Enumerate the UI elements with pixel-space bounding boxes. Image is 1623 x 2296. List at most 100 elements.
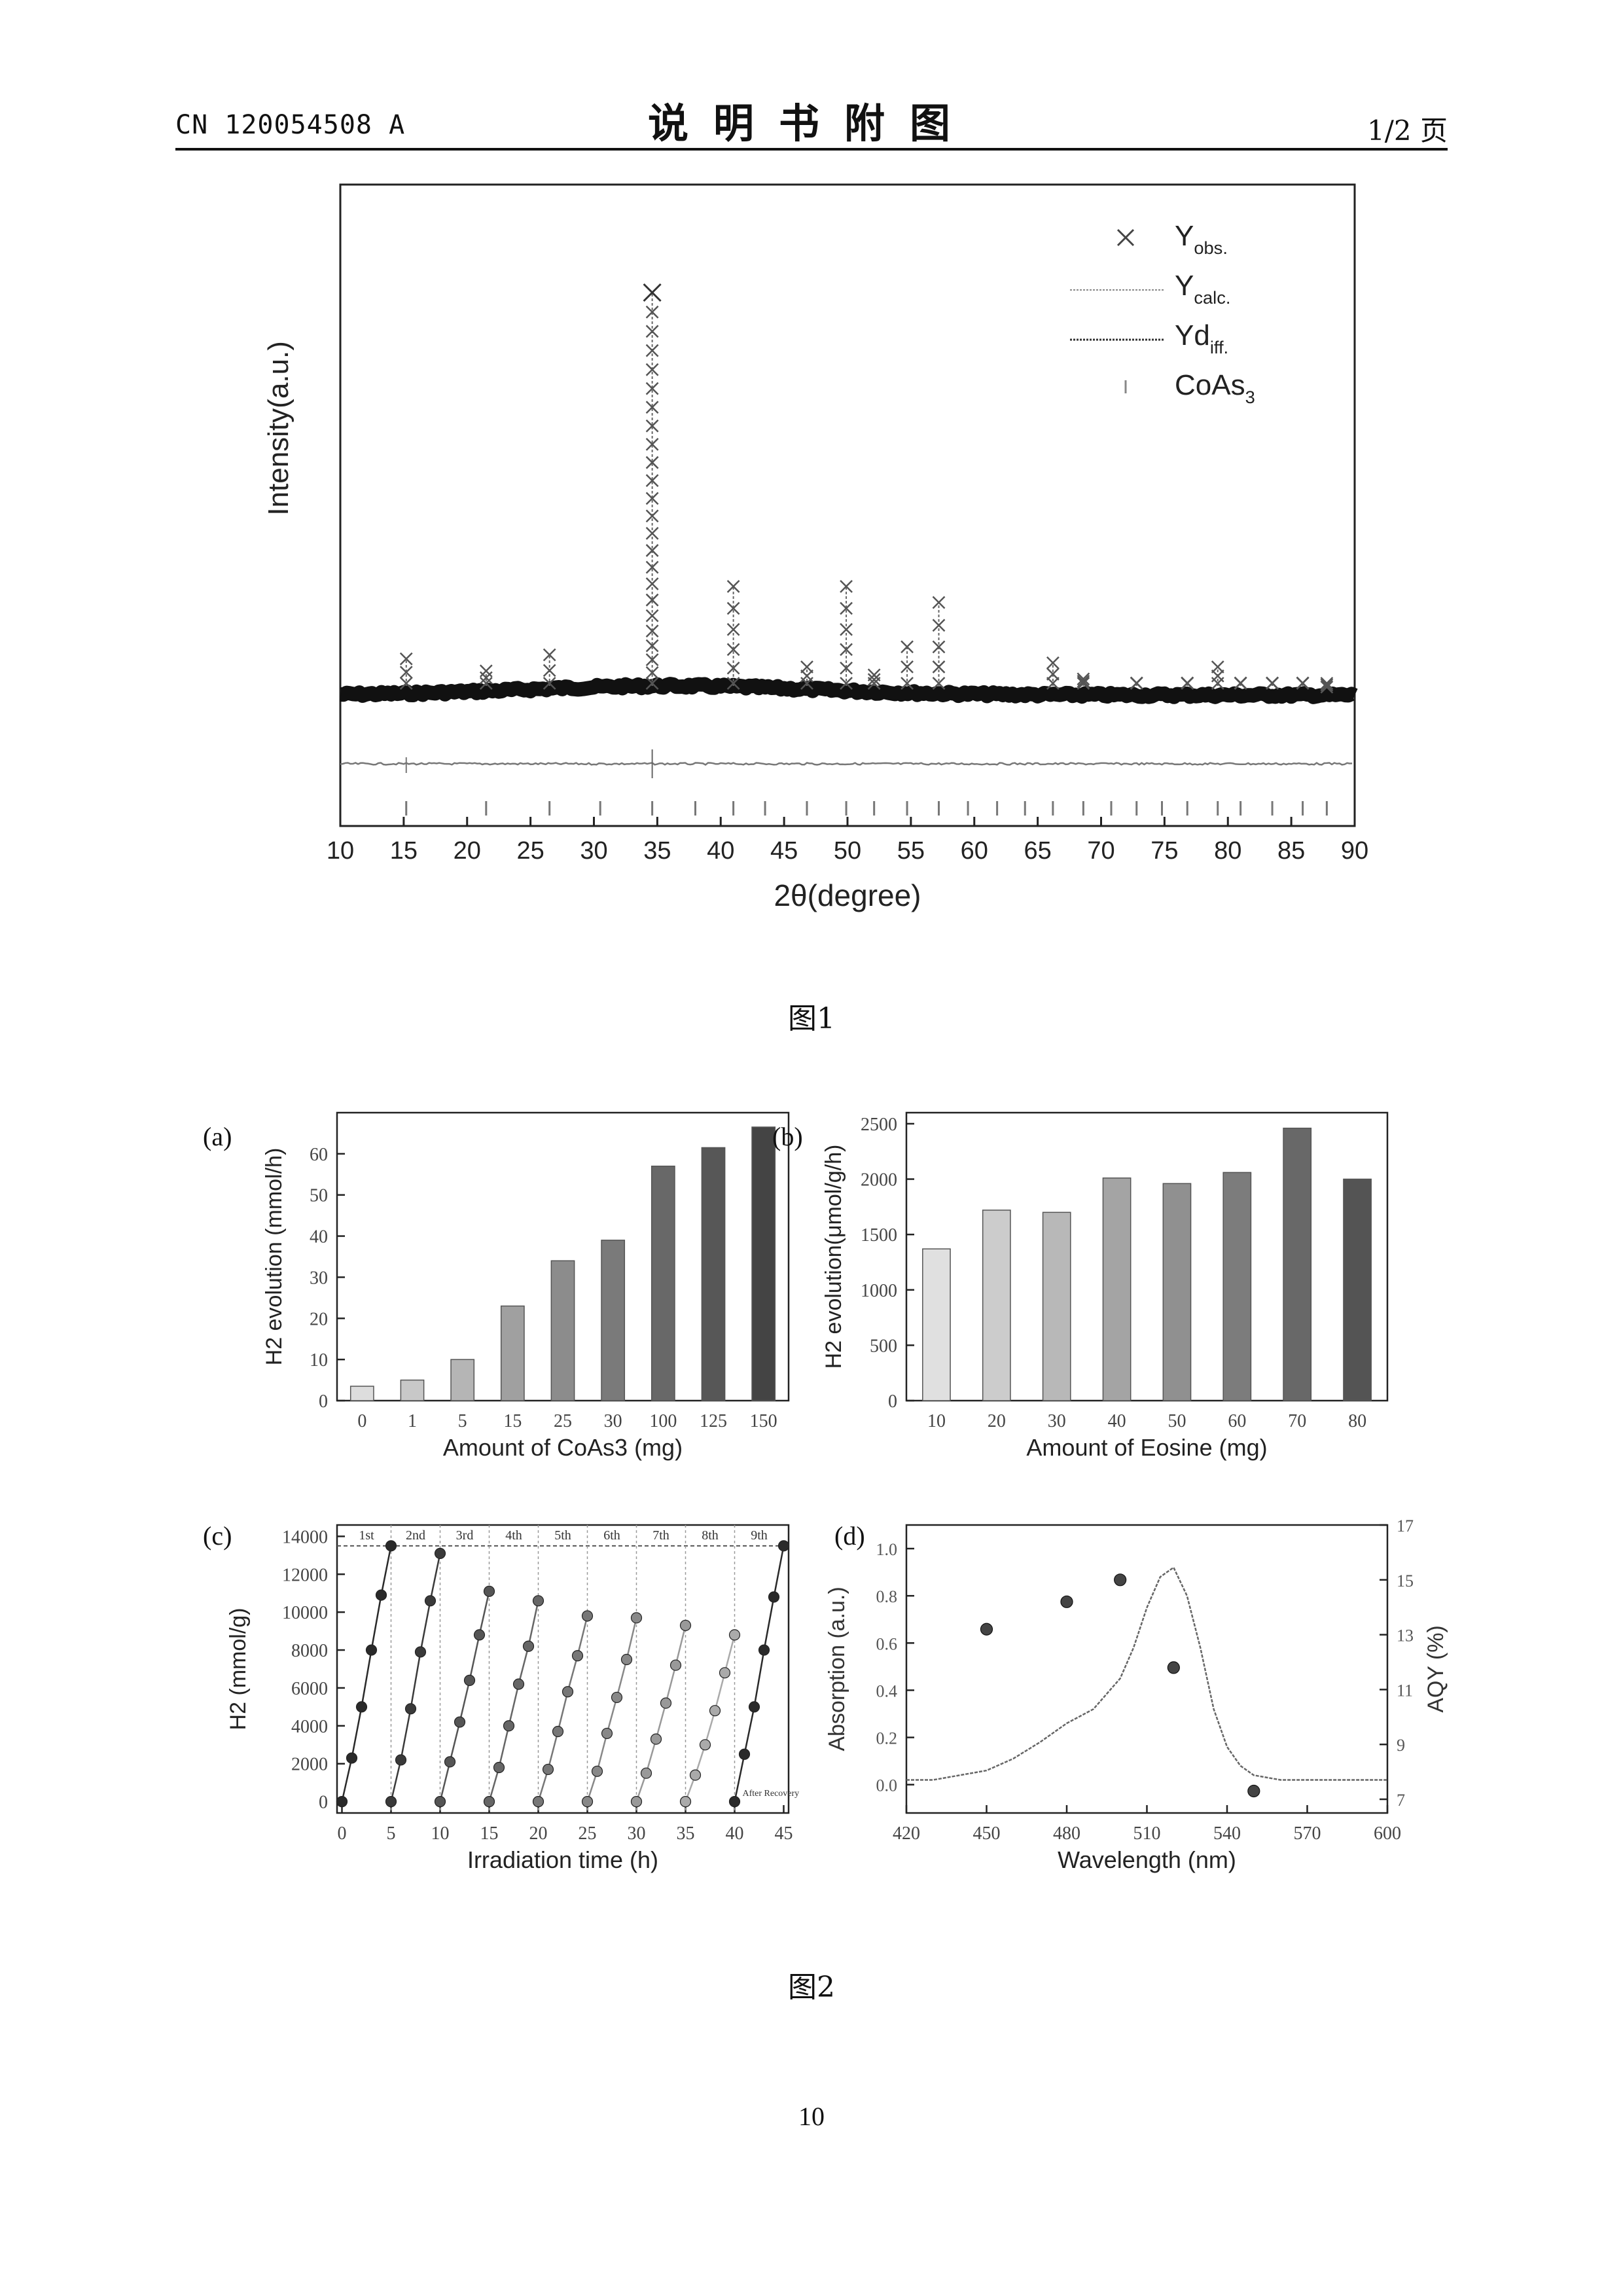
- cycle-point: [689, 1769, 702, 1781]
- bar: [1343, 1178, 1372, 1401]
- cycle-point: [591, 1765, 603, 1777]
- y-tick-label: 20: [310, 1309, 328, 1329]
- document-number: CN 120054508 A: [175, 110, 406, 140]
- x-tick-label: 15: [503, 1411, 522, 1431]
- cycle-point: [728, 1629, 741, 1641]
- observed-point: [645, 419, 659, 433]
- observed-point: [645, 527, 659, 540]
- observed-point: [645, 325, 659, 338]
- x-tick-label: 125: [700, 1411, 727, 1431]
- observed-point: [645, 363, 659, 376]
- observed-peak-max: [643, 283, 662, 302]
- cycle-point: [552, 1725, 564, 1738]
- cycle-point: [630, 1796, 643, 1808]
- cycle-point: [581, 1610, 594, 1622]
- panel-b-bar-chart: (b) 0 500 1000 1500 2000 2500 10 20 30 40 50 60 70 80 A…: [772, 1111, 1389, 1461]
- x-tick-label: 15: [480, 1823, 499, 1844]
- page-title: 说明书附图: [647, 99, 975, 147]
- observed-point: [932, 619, 946, 632]
- cycle-label: 1st: [359, 1528, 374, 1543]
- x-tick-label: 40: [707, 837, 734, 865]
- observed-point: [1320, 680, 1334, 694]
- y-tick-label: 10: [310, 1350, 328, 1371]
- x-tick-label: 80: [1348, 1411, 1366, 1431]
- x-tick-label: 30: [1048, 1411, 1066, 1431]
- y-tick-label: 10000: [282, 1603, 328, 1623]
- cycle-point: [650, 1733, 662, 1745]
- x-tick-label: 35: [677, 1823, 695, 1844]
- x-tick-label: 55: [897, 837, 925, 865]
- cycle-point: [777, 1540, 790, 1552]
- cycle-point: [709, 1705, 721, 1717]
- cycle-line: [390, 1553, 441, 1802]
- observed-point: [479, 671, 493, 685]
- observed-point: [840, 677, 853, 690]
- observed-point: [645, 593, 659, 607]
- observed-point: [645, 305, 659, 319]
- x-tick-label: 25: [554, 1411, 572, 1431]
- cycle-point: [434, 1547, 446, 1560]
- x-tick-label: 600: [1374, 1823, 1401, 1844]
- observed-point: [1266, 676, 1279, 690]
- cycle-point: [758, 1644, 770, 1656]
- x-tick-label: 10: [327, 837, 354, 865]
- observed-point: [840, 601, 853, 615]
- bar: [1162, 1183, 1192, 1401]
- cycle-point: [571, 1650, 584, 1662]
- x-axis-label: Wavelength (nm): [1058, 1846, 1236, 1873]
- cycle-point: [404, 1703, 417, 1715]
- y-tick-label: 40: [310, 1227, 328, 1247]
- y2-tick-label: 15: [1397, 1571, 1414, 1590]
- cycle-label: 6th: [603, 1528, 620, 1543]
- x-tick-label: 35: [643, 837, 671, 865]
- x-tick-label: 25: [579, 1823, 597, 1844]
- observed-point: [901, 640, 914, 654]
- observed-point: [645, 492, 659, 505]
- observed-point: [1320, 677, 1334, 690]
- cycle-point: [640, 1767, 652, 1779]
- observed-point: [543, 648, 556, 662]
- observed-point: [1211, 660, 1224, 673]
- y-tick-label: 1.0: [876, 1540, 898, 1559]
- cycle-point: [679, 1796, 692, 1808]
- cycle-point: [463, 1674, 476, 1686]
- y-tick-label: 2500: [861, 1115, 897, 1135]
- cycle-label: 8th: [702, 1528, 719, 1543]
- cycle-point: [385, 1540, 397, 1552]
- cycle-point: [493, 1761, 505, 1774]
- y-axis-label: H2 (mmol/g): [226, 1607, 251, 1730]
- observed-point: [479, 664, 493, 677]
- panel-label: (d): [834, 1521, 865, 1551]
- legend-label: Ydiff.: [1175, 319, 1228, 357]
- x-tick-label: 30: [604, 1411, 622, 1431]
- cycle-point: [503, 1720, 515, 1732]
- bar: [1283, 1127, 1312, 1401]
- cycle-label: 3rd: [456, 1528, 474, 1543]
- y2-tick-label: 17: [1397, 1516, 1414, 1535]
- bar: [450, 1359, 475, 1401]
- observed-background: [336, 677, 1359, 704]
- observed-point: [726, 622, 740, 636]
- cycle-point: [542, 1763, 554, 1776]
- observed-point: [867, 668, 881, 682]
- x-axis-label: Irradiation time (h): [467, 1846, 658, 1873]
- panel-d-absorption-chart: (d) 0.0 0.2 0.4 0.6 0.8 1.0 7 9 11 13 15 17 420 450 480…: [825, 1516, 1448, 1873]
- aqy-point: [980, 1623, 993, 1636]
- x-tick-label: 0: [338, 1823, 347, 1844]
- cycle-point: [473, 1629, 486, 1641]
- panel-label: (a): [203, 1122, 232, 1151]
- y-axis-label: Intensity(a.u.): [262, 341, 294, 516]
- x-tick-label: 0: [357, 1411, 366, 1431]
- page-label: 1/2 页: [1367, 115, 1448, 147]
- y-tick-label: 0.4: [876, 1681, 898, 1700]
- observed-point: [645, 544, 659, 557]
- cycle-point: [434, 1796, 446, 1808]
- observed-point: [645, 639, 659, 653]
- x-tick-label: 510: [1133, 1823, 1161, 1844]
- observed-point: [645, 437, 659, 451]
- y-tick-label: 2000: [861, 1170, 897, 1191]
- observed-point: [800, 660, 813, 673]
- xrd-chart: 10 15 20 25 30 35 40 45 50 55 60 65 70 75 80 85 90 2θ(deg…: [262, 183, 1368, 912]
- observed-point: [726, 580, 740, 593]
